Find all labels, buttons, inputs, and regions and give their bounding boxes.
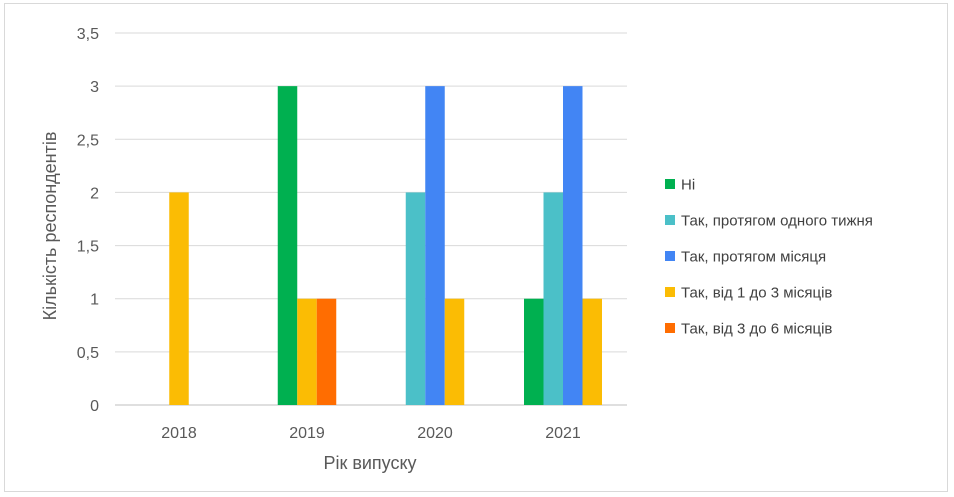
legend-label: Ні	[681, 177, 695, 194]
bar	[444, 298, 465, 405]
legend-label: Так, від 3 до 6 місяців	[681, 321, 832, 338]
legend-label: Так, від 1 до 3 місяців	[681, 285, 832, 302]
y-tick-label: 2	[90, 185, 99, 202]
bar	[582, 298, 602, 405]
y-tick-label: 3	[90, 79, 99, 96]
x-axis-title: Рік випуску	[323, 453, 416, 473]
bar	[169, 192, 189, 405]
bar	[543, 192, 563, 405]
chart-frame	[4, 3, 948, 492]
bar	[405, 192, 426, 405]
bar	[316, 298, 337, 405]
legend-label: Так, протягом одного тижня	[681, 213, 873, 230]
x-tick-label: 2018	[161, 425, 197, 442]
y-tick-label: 0,5	[77, 345, 99, 362]
legend-swatch	[665, 179, 675, 189]
x-tick-label: 2019	[289, 425, 325, 442]
x-tick-label: 2021	[545, 425, 581, 442]
legend-swatch	[665, 323, 675, 333]
bar	[297, 298, 317, 405]
bar	[524, 298, 544, 405]
bar	[277, 86, 298, 406]
bar	[563, 86, 583, 406]
legend-swatch	[665, 287, 675, 297]
y-tick-labels: 0 0,5 1 1,5 2 2,5 3 3,5	[77, 26, 99, 415]
y-tick-label: 0	[90, 398, 99, 415]
legend: Ні Так, протягом одного тижня Так, протяго…	[665, 177, 873, 338]
y-tick-label: 3,5	[77, 26, 99, 43]
y-tick-label: 2,5	[77, 132, 99, 149]
y-tick-label: 1	[90, 292, 99, 309]
legend-swatch	[665, 251, 675, 261]
bar	[425, 86, 445, 406]
legend-label: Так, протягом місяця	[681, 249, 826, 266]
bars	[169, 86, 602, 406]
y-tick-label: 1,5	[77, 239, 99, 256]
legend-swatch	[665, 215, 675, 225]
y-axis-title: Кількість респондентів	[40, 132, 60, 321]
x-tick-labels: 2018 2019 2020 2021	[161, 425, 581, 442]
x-tick-label: 2020	[417, 425, 453, 442]
